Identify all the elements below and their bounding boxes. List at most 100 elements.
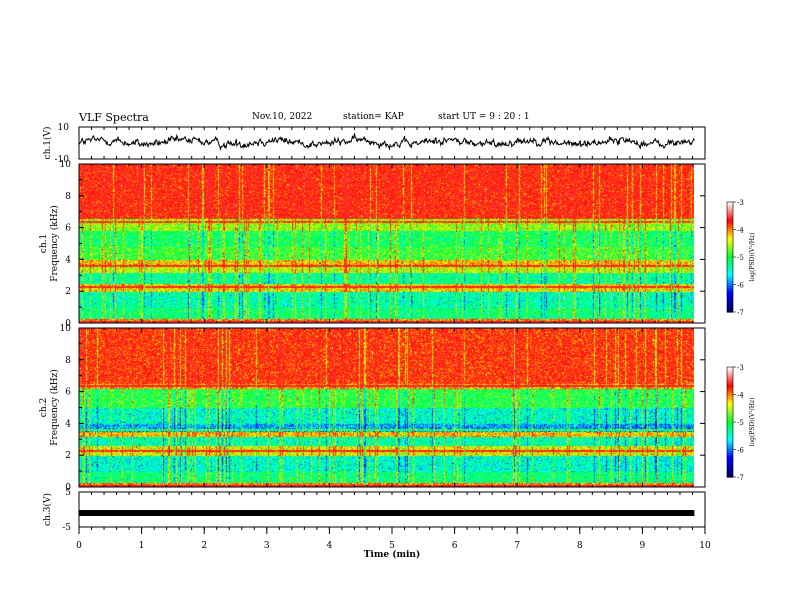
ch3-frame [78,491,706,528]
colorbar-cell [727,429,733,432]
colorbar-cell [727,306,733,309]
time-axis: 0 1 2 3 4 5 6 7 8 9 10 Time (min) [76,127,711,560]
colorbar-cell [727,205,733,209]
ch2-spectrogram-image [79,328,694,487]
colorbar-cell [727,246,733,249]
colorbar-cell [727,420,733,423]
colorbar-cell [727,286,733,289]
colorbar-cell [727,447,733,451]
ch1-colorbar: -3 -4 -5 -6 -7 log(PSD)(V²/Hz) [726,199,756,317]
colorbar-cell [727,251,733,254]
colorbar-cell [727,425,733,429]
colorbar-cell [727,385,733,388]
colorbar-cell [727,438,733,441]
colorbar-cell [727,466,733,469]
xtick-label: 2 [201,541,207,551]
colorbar-cell [727,427,733,430]
colorbar-cell [727,240,733,243]
ch1-spectrogram-ytick-label: 4 [65,255,71,265]
colorbar-cell [727,301,733,304]
ch1-spectrogram-ylabel-channel: ch.1 [39,234,49,253]
xtick-label: 8 [577,541,583,551]
colorbar-cell [727,367,733,370]
ch2-spectrogram-ytick-label: 4 [65,419,71,429]
colorbar-cell [727,253,733,256]
colorbar-cell [727,249,733,253]
ch2-colorbar: -3 -4 -5 -6 -7 log(PSD)(V²/Hz) [726,364,756,482]
colorbar-cell [727,449,733,452]
colorbar-cell [727,231,733,234]
colorbar-cell [727,440,733,443]
colorbar-tick-label: -3 [737,364,744,372]
colorbar-cell [727,431,733,434]
colorbar-cell [727,390,733,394]
colorbar-cell [727,273,733,276]
ch2-spectrogram-ylabel-frequency: Frequency (kHz) [49,369,60,446]
start-time-label: start UT = 9 : 20 : 1 [438,112,530,122]
ch1-spectrogram-ytick-label: 8 [65,192,71,202]
colorbar-cell [727,304,733,308]
ch1-spectrogram-ytick-label: 0 [65,319,71,329]
colorbar-cell [727,242,733,245]
ch3-ytick-label: 5 [65,488,71,498]
colorbar-label: log(PSD)(V²/Hz) [749,398,756,447]
ch1-spectrogram-ytick-label: 2 [65,287,71,297]
ch1-ytick-label: -10 [55,155,70,165]
colorbar-cell [727,416,733,419]
colorbar-cell [727,471,733,474]
colorbar-cell [727,434,733,438]
colorbar-cell [727,444,733,447]
xtick-label: 0 [76,541,82,551]
colorbar-cell [727,394,733,397]
xtick-label: 3 [264,541,270,551]
colorbar-cell [727,405,733,408]
colorbar-cell [727,275,733,278]
colorbar-cell [727,209,733,212]
colorbar-cell [727,383,733,386]
xtick-label: 10 [699,541,711,551]
colorbar-cell [727,280,733,284]
colorbar-cell [727,475,733,478]
colorbar-cell [727,310,733,313]
colorbar-cell [727,308,733,311]
colorbar-cell [727,227,733,231]
xtick-label: 9 [640,541,646,551]
colorbar-cell [727,224,733,227]
colorbar-tick-label: -4 [737,227,744,235]
colorbar-cell [727,403,733,407]
colorbar-cell [727,279,733,282]
colorbar-cell [727,453,733,456]
colorbar-cell [727,282,733,286]
colorbar-cell [727,214,733,218]
colorbar-cell [727,455,733,458]
colorbar-cell [727,297,733,300]
colorbar-cell [727,269,733,273]
colorbar-cell [727,255,733,258]
colorbar-cell [727,218,733,221]
ch2-spectrogram-ylabel-channel: ch.2 [39,398,49,417]
ch1-ylabel: ch.1(V) [42,127,53,160]
ch1-spectrogram-ytick-label: 10 [60,160,72,170]
colorbar-cell [727,271,733,275]
colorbar-cell [727,233,733,236]
colorbar-cell [727,392,733,396]
colorbar-cell [727,400,733,403]
ch2-spectrogram-panel: 0 2 4 6 8 10 ch.2 Frequency (kHz) [39,324,706,493]
colorbar-cell [727,389,733,392]
colorbar-cell [727,442,733,445]
colorbar-tick-label: -5 [737,254,744,262]
colorbar-cell [727,293,733,297]
colorbar-cell [727,238,733,242]
colorbar-cell [727,216,733,220]
colorbar-cell [727,213,733,216]
colorbar-cell [727,409,733,412]
colorbar-cell [727,401,733,405]
colorbar-cell [727,467,733,471]
xtick-label: 5 [389,541,395,551]
colorbar-cell [727,257,733,260]
colorbar-tick-label: -4 [737,392,744,400]
ch1-spectrogram-image [79,164,694,323]
colorbar-cell [727,407,733,410]
colorbar-cell [727,222,733,225]
colorbar-cell [727,456,733,460]
